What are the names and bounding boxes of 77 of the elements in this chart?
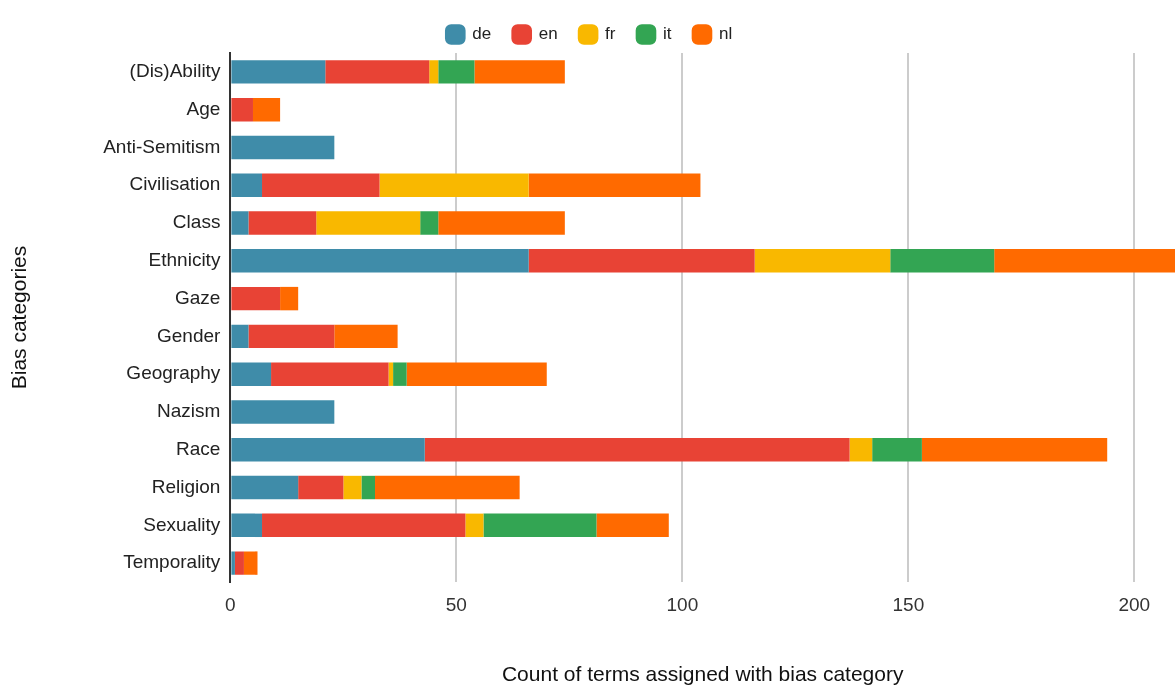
- y-axis-title: Bias categories: [7, 245, 31, 390]
- bar: [252, 97, 281, 122]
- legend-label: fr: [605, 24, 616, 44]
- bar: [438, 211, 565, 235]
- bar: [234, 551, 244, 575]
- y-tick-label: Class: [172, 211, 221, 233]
- bar: [262, 173, 380, 197]
- bar: [406, 362, 547, 386]
- bar: [231, 475, 299, 500]
- bar: [890, 249, 995, 273]
- bar: [754, 249, 891, 273]
- y-tick-label: Gender: [157, 324, 222, 346]
- legend-label: de: [472, 24, 492, 44]
- bar: [231, 438, 425, 462]
- bar: [528, 249, 755, 273]
- bar: [243, 551, 258, 575]
- bar: [248, 324, 335, 349]
- bar: [231, 324, 249, 349]
- y-tick-label: Anti-Semitism: [103, 135, 221, 157]
- bar: [231, 286, 281, 311]
- bar: [334, 324, 398, 349]
- bar: [921, 438, 1108, 462]
- bar: [262, 513, 466, 538]
- y-tick-label: (Dis)Ability: [129, 60, 221, 82]
- bar: [316, 211, 421, 235]
- legend-label: en: [538, 24, 558, 44]
- y-tick-label: Civilisation: [129, 173, 221, 195]
- bar: [343, 475, 362, 500]
- legend-label: nl: [718, 24, 733, 44]
- bar: [271, 362, 389, 386]
- x-tick-label: 100: [666, 593, 699, 615]
- bar: [474, 60, 565, 84]
- bar: [483, 513, 597, 538]
- bar: [596, 513, 669, 538]
- bar: [393, 362, 407, 386]
- bar: [379, 173, 529, 197]
- bar: [994, 249, 1175, 273]
- x-tick-label: 150: [892, 593, 925, 615]
- bar: [849, 438, 873, 462]
- y-tick-label: Geography: [126, 362, 221, 384]
- y-tick-label: Race: [176, 437, 221, 459]
- bar: [361, 475, 376, 500]
- bar: [420, 211, 439, 235]
- y-tick-label: Gaze: [174, 286, 221, 308]
- bar: [872, 438, 922, 462]
- x-tick-label: 50: [445, 593, 467, 615]
- x-tick-label: 0: [225, 593, 236, 615]
- bar: [231, 513, 263, 538]
- bar: [231, 173, 263, 197]
- bar: [465, 513, 484, 538]
- bar: [429, 60, 439, 84]
- bar: [231, 362, 272, 386]
- y-tick-label: Sexuality: [143, 513, 221, 535]
- y-tick-label: Temporality: [123, 551, 221, 573]
- bar: [231, 97, 253, 122]
- bar: [388, 362, 394, 386]
- bar: [325, 60, 430, 84]
- y-tick-label: Nazism: [157, 400, 221, 422]
- bar: [231, 211, 249, 235]
- bar: [231, 249, 529, 273]
- bar: [298, 475, 344, 500]
- bar: [438, 60, 475, 84]
- bar: [424, 438, 850, 462]
- bar: [375, 475, 520, 500]
- bar: [528, 173, 701, 197]
- bar: [231, 60, 326, 84]
- x-tick-label: 200: [1118, 593, 1151, 615]
- y-tick-label: Ethnicity: [148, 249, 221, 271]
- legend-label: it: [662, 24, 672, 44]
- bar: [231, 400, 335, 424]
- y-tick-label: Religion: [151, 475, 221, 497]
- bar: [280, 286, 299, 311]
- bar: [248, 211, 317, 235]
- x-axis-title: Count of terms assigned with bias category: [501, 662, 904, 686]
- bar: [231, 551, 235, 575]
- bar: [231, 135, 335, 160]
- y-tick-label: Age: [186, 97, 221, 119]
